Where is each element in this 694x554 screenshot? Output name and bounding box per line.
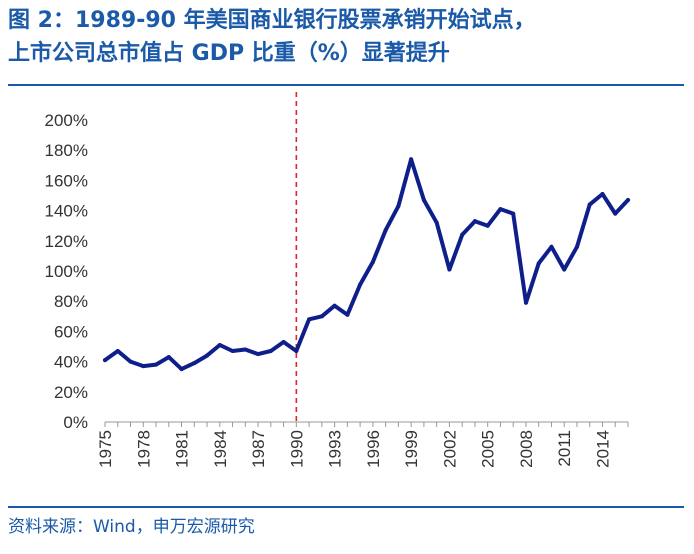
x-tick-label: 1984 xyxy=(211,430,230,468)
x-tick-label: 1975 xyxy=(96,430,115,468)
y-tick-label: 40% xyxy=(54,353,88,372)
data-point xyxy=(562,267,567,272)
data-point xyxy=(511,211,516,216)
y-tick-label: 80% xyxy=(54,292,88,311)
data-point xyxy=(205,353,210,358)
data-point xyxy=(307,317,312,322)
data-point xyxy=(549,244,554,249)
x-tick-label: 2014 xyxy=(593,430,612,468)
data-point xyxy=(485,223,490,228)
y-tick-label: 140% xyxy=(45,202,88,221)
data-point xyxy=(600,191,605,196)
data-point xyxy=(574,244,579,249)
data-point xyxy=(230,349,235,354)
y-tick-label: 20% xyxy=(54,383,88,402)
data-point xyxy=(217,342,222,347)
x-tick-label: 2005 xyxy=(479,430,498,468)
data-point xyxy=(396,204,401,209)
data-point xyxy=(434,220,439,225)
data-point xyxy=(268,349,273,354)
x-tick-label: 1981 xyxy=(173,430,192,468)
data-point xyxy=(536,261,541,266)
x-tick-label: 1978 xyxy=(134,430,153,468)
source-note: 资料来源：Wind，申万宏源研究 xyxy=(8,517,255,537)
data-point xyxy=(281,339,286,344)
data-point xyxy=(460,232,465,237)
data-point xyxy=(613,211,618,216)
data-point xyxy=(179,367,184,372)
x-tick-label: 1996 xyxy=(364,430,383,468)
footer-divider xyxy=(8,506,684,508)
data-point xyxy=(409,157,414,162)
data-point xyxy=(447,267,452,272)
data-point xyxy=(472,219,477,224)
title-line-2: 上市公司总市值占 GDP 比重（%）显著提升 xyxy=(8,41,450,66)
data-point xyxy=(141,364,146,369)
chart-title: 图 2：1989-90 年美国商业银行股票承销开始试点， 上市公司总市值占 GD… xyxy=(8,4,688,70)
data-point xyxy=(345,312,350,317)
data-point xyxy=(103,358,107,363)
x-tick-label: 2008 xyxy=(517,430,536,468)
data-point xyxy=(587,202,592,207)
data-point xyxy=(383,228,388,233)
title-divider xyxy=(8,84,684,86)
y-tick-label: 160% xyxy=(45,171,88,190)
y-tick-label: 100% xyxy=(45,262,88,281)
data-point xyxy=(332,303,337,308)
title-line-1: 图 2：1989-90 年美国商业银行股票承销开始试点， xyxy=(8,8,536,33)
y-tick-label: 120% xyxy=(45,232,88,251)
data-point xyxy=(358,282,363,287)
data-point xyxy=(370,259,375,264)
data-point xyxy=(256,352,261,357)
x-tick-label: 1987 xyxy=(249,430,268,468)
y-tick-label: 200% xyxy=(45,111,88,130)
x-tick-label: 2002 xyxy=(440,430,459,468)
data-point xyxy=(294,349,299,354)
data-point xyxy=(626,198,630,203)
data-point xyxy=(319,314,324,319)
x-tick-label: 1999 xyxy=(402,430,421,468)
x-tick-label: 1990 xyxy=(287,430,306,468)
data-point xyxy=(243,347,248,352)
data-point xyxy=(192,361,197,366)
y-tick-label: 180% xyxy=(45,141,88,160)
data-point xyxy=(166,355,171,360)
x-tick-label: 2011 xyxy=(555,430,574,467)
y-tick-label: 60% xyxy=(54,322,88,341)
y-tick-label: 0% xyxy=(63,413,88,432)
data-point xyxy=(421,198,426,203)
series-line xyxy=(103,157,630,372)
x-tick-label: 1993 xyxy=(326,430,345,468)
data-point xyxy=(115,349,120,354)
data-point xyxy=(128,359,133,364)
data-point xyxy=(154,362,159,367)
data-point xyxy=(498,207,503,212)
data-point xyxy=(523,300,528,305)
